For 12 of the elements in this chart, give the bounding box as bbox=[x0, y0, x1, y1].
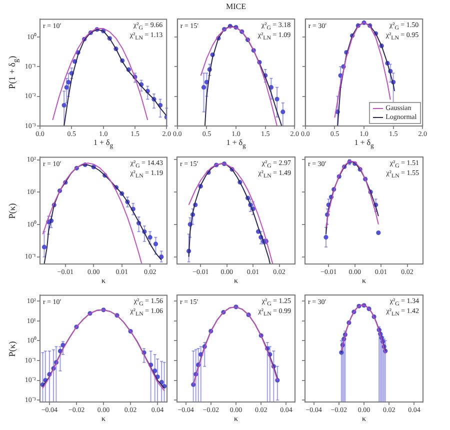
x-axis-title: κ bbox=[362, 414, 366, 423]
x-axis-title: 1 + δ$_{g}$ bbox=[354, 138, 374, 150]
x-axis-title: κ bbox=[234, 276, 238, 285]
y-axis-title: P(κ) bbox=[6, 202, 17, 218]
y-axis-title: P(κ) bbox=[6, 340, 17, 356]
x-axis-title: κ bbox=[362, 276, 366, 285]
x-axis-title: κ bbox=[101, 276, 106, 285]
chart-title: MICE bbox=[226, 2, 246, 11]
x-axis-title: κ bbox=[101, 414, 106, 423]
x-axis-title: 1 + δ$_{g}$ bbox=[94, 138, 114, 150]
x-axis-title: 1 + δ$_{g}$ bbox=[226, 138, 246, 150]
x-axis-title: κ bbox=[234, 414, 238, 423]
